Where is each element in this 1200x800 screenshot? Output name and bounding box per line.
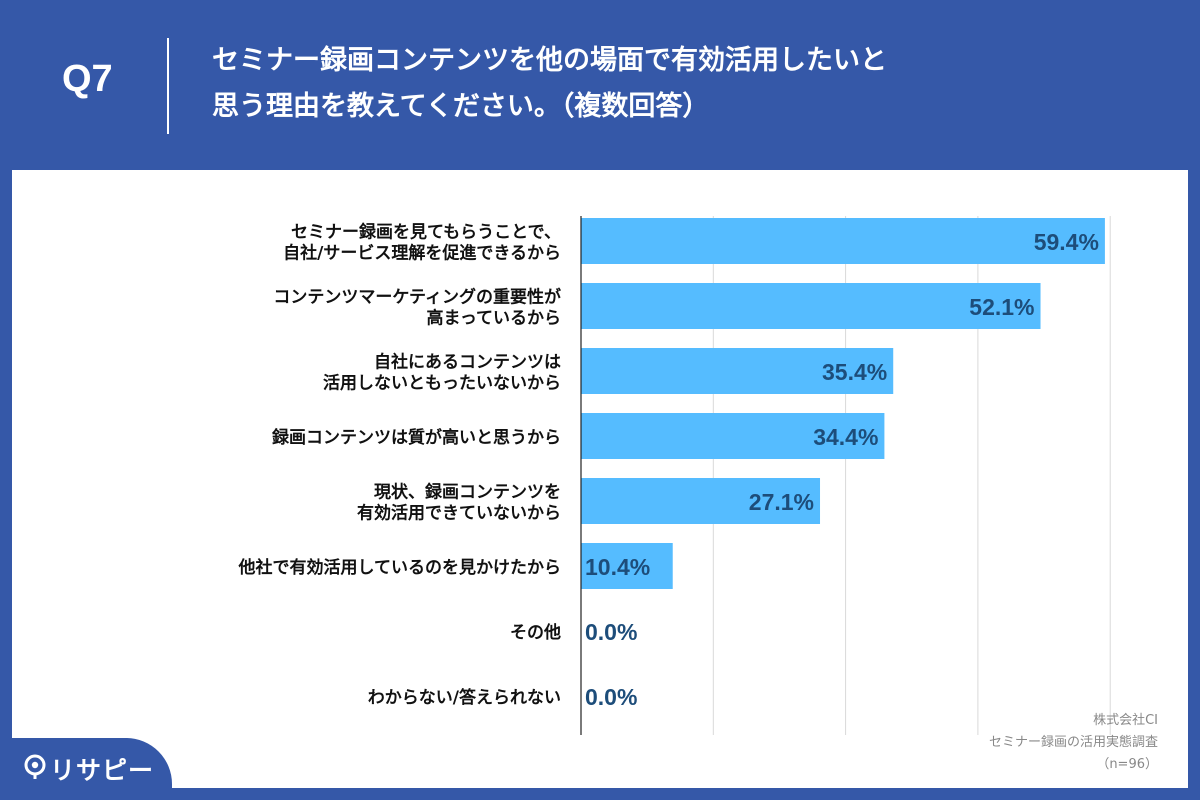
data-label: 27.1% bbox=[749, 489, 814, 515]
source-note: 株式会社CI セミナー録画の活用実態調査 （n=96） bbox=[989, 710, 1158, 776]
data-label: 34.4% bbox=[813, 424, 878, 450]
data-label: 0.0% bbox=[585, 619, 637, 645]
category-label: わからない/答えられない bbox=[368, 687, 561, 708]
question-title: セミナー録画コンテンツを他の場面で有効活用したいと 思う理由を教えてください。（… bbox=[212, 38, 1172, 130]
data-label: 52.1% bbox=[969, 294, 1034, 320]
source-company: 株式会社CI bbox=[1093, 713, 1158, 728]
header-divider bbox=[167, 38, 169, 134]
bar-chart: 59.4% セミナー録画を見てもらうことで、自社/サービス理解を促進できるから 52… bbox=[238, 216, 1111, 735]
source-sample: （n=96） bbox=[1096, 757, 1158, 772]
chart-card: 59.4% セミナー録画を見てもらうことで、 自社/サービス理解を促進できるから 52… bbox=[12, 170, 1188, 788]
category-label: 高まっているから bbox=[427, 308, 561, 329]
data-label: 35.4% bbox=[822, 359, 887, 385]
category-label: セミナー録画を見てもらうことで、 bbox=[291, 222, 561, 243]
category-label: 現状、録画コンテンツを bbox=[374, 482, 561, 503]
category-label: 活用しないともったいないから bbox=[323, 373, 561, 394]
question-title-line-1: セミナー録画コンテンツを他の場面で有効活用したいと bbox=[212, 45, 887, 76]
category-label: 自社にあるコンテンツは bbox=[374, 352, 561, 373]
header: Q7 セミナー録画コンテンツを他の場面で有効活用したいと 思う理由を教えてくださ… bbox=[0, 0, 1200, 170]
category-label: 他社で有効活用しているのを見かけたから bbox=[238, 557, 562, 578]
brand-badge: リサピー bbox=[0, 738, 172, 800]
brand-name: リサピー bbox=[50, 756, 155, 785]
category-label: 有効活用できていないから bbox=[357, 503, 561, 524]
category-label: 自社/サービス理解を促進できるから bbox=[283, 243, 561, 264]
category-label: 録画コンテンツは質が高いと思うから bbox=[272, 427, 561, 448]
category-label: その他 bbox=[510, 622, 561, 643]
source-survey: セミナー録画の活用実態調査 bbox=[988, 735, 1158, 750]
question-number: Q7 bbox=[62, 58, 113, 100]
data-label: 59.4% bbox=[1034, 229, 1099, 255]
location-pin-icon bbox=[24, 754, 46, 779]
bar bbox=[581, 413, 885, 459]
bar bbox=[581, 478, 821, 524]
question-title-line-2: 思う理由を教えてください。（複数回答） bbox=[212, 91, 710, 122]
category-label: コンテンツマーケティングの重要性が bbox=[273, 287, 561, 308]
bar bbox=[581, 283, 1041, 329]
data-label: 0.0% bbox=[585, 684, 637, 710]
data-label: 10.4% bbox=[585, 554, 650, 580]
bar bbox=[581, 218, 1105, 264]
bar bbox=[581, 543, 673, 589]
bar bbox=[581, 348, 894, 394]
